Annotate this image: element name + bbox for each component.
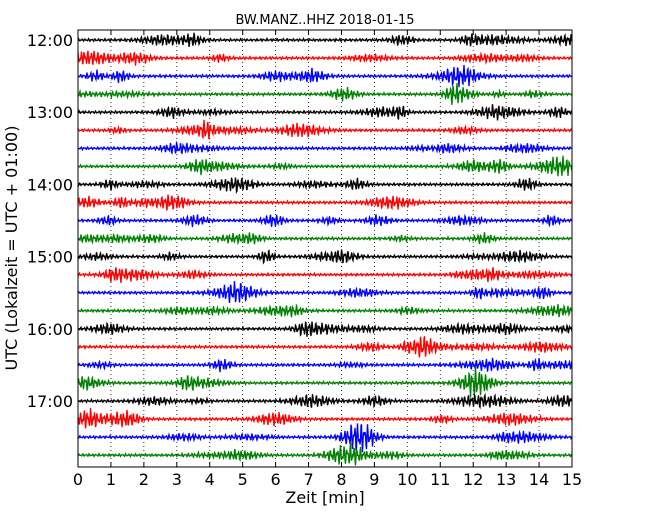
y-tick-label: 14:00 [27,175,73,194]
seismogram-trace [77,194,573,211]
x-tick-label: 7 [303,470,313,489]
y-ticks: 12:00 13:00 14:00 15:00 16:00 17:00 [27,31,572,411]
x-axis-label: Zeit [min] [285,488,364,507]
seismogram-trace [77,155,573,177]
x-tick-label: 4 [205,470,215,489]
x-tick-label: 10 [397,470,417,489]
seismogram-trace [77,232,573,246]
plot-area [78,30,572,467]
grid [110,30,540,467]
seismogram-trace [77,213,573,228]
x-tick-label: 0 [73,470,83,489]
y-tick-label: 16:00 [27,320,73,339]
y-axis-label: UTC (Lokalzeit = UTC + 01:00) [2,126,21,371]
seismogram-trace [77,249,573,265]
seismogram-trace [77,177,573,195]
seismogram-trace [77,281,573,303]
seismogram-trace [77,336,573,358]
y-tick-label: 12:00 [27,31,73,50]
traces [77,32,573,466]
x-tick-label: 12 [463,470,483,489]
seismogram-trace [77,104,573,121]
x-tick-label: 5 [238,470,248,489]
x-tick-label: 3 [172,470,182,489]
x-tick-label: 11 [430,470,450,489]
seismogram-trace [77,32,573,48]
x-tick-label: 8 [336,470,346,489]
seismogram-trace [77,392,573,410]
seismogram-trace [77,64,573,88]
seismogram-trace [77,423,573,453]
x-tick-label: 13 [496,470,516,489]
x-tick-label: 14 [529,470,549,489]
seismogram-trace [77,266,573,284]
x-tick-label: 6 [271,470,281,489]
seismogram-trace [77,50,573,66]
x-tick-label: 2 [139,470,149,489]
seismogram-trace [77,119,573,140]
plot-frame [77,29,573,468]
x-tick-label: 1 [106,470,116,489]
x-tick-label: 15 [562,470,582,489]
seismogram-trace [77,442,573,466]
seismogram-trace [77,303,573,318]
seismogram-trace [77,140,573,155]
seismogram-trace [77,407,573,429]
y-tick-label: 15:00 [27,248,73,267]
y-tick-label: 17:00 [27,392,73,411]
seismogram-trace [77,321,573,337]
seismogram-trace [77,366,573,398]
chart-title: BW.MANZ..HHZ 2018-01-15 [235,13,414,28]
y-tick-label: 13:00 [27,103,73,122]
seismogram-trace [77,83,573,105]
x-tick-label: 9 [369,470,379,489]
seismogram-trace [77,357,573,373]
x-ticks: 0 1 2 3 4 5 6 7 8 9 10 11 12 13 14 15 [73,30,582,489]
